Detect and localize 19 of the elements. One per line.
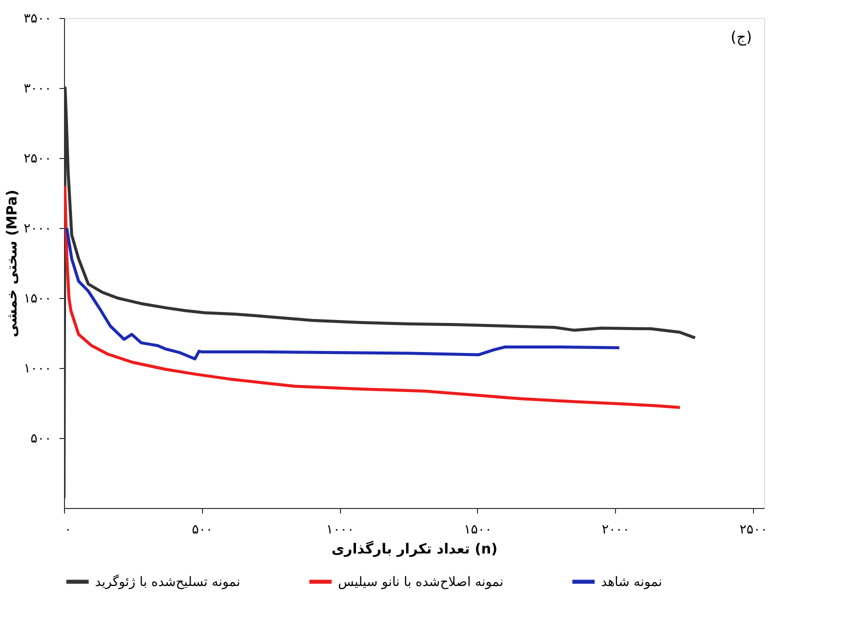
x-axis-title: تعداد تکرار بارگذاری (n) [331,540,498,558]
y-tick-label: ۲۰۰۰ [24,222,52,236]
annotation: (ج) [730,28,752,46]
x-tick-label: ۱۵۰۰ [464,522,492,538]
x-tick-label: ۲۰۰۰ [602,522,630,538]
x-tick-label: ۰ [64,522,72,538]
y-tick-label: ۱۵۰۰ [24,292,52,306]
x-tick-label: ۱۰۰۰ [326,522,354,538]
y-tick-label: ۳۵۰۰ [24,12,52,26]
y-tick-label: ۲۵۰۰ [24,152,52,166]
legend-label: نمونه اصلاح‌شده با نانو سیلیس [338,574,504,590]
y-tick-label: ۳۰۰۰ [24,82,52,96]
y-tick-label: ۱۰۰۰ [24,362,52,376]
y-tick-label: ۵۰۰ [30,432,52,446]
x-tick-label: ۵۰۰ [192,522,213,538]
x-tick-label: ۲۵۰۰ [740,522,768,538]
legend-label: نمونه شاهد [601,574,662,590]
y-axis-title: سختی خمشی (MPa) [4,190,21,338]
legend-label: نمونه تسلیح‌شده با ژئوگرید [95,574,240,590]
